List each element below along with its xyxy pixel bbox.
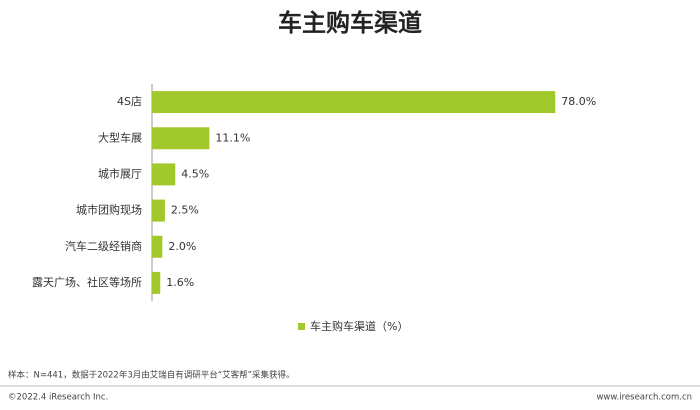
bar [152,235,163,258]
chart-title: 车主购车渠道 [278,9,422,37]
bar [152,91,556,114]
category-label: 露天广场、社区等场所 [32,275,142,289]
value-label: 11.1% [215,131,250,144]
category-label: 4S店 [117,94,142,108]
value-label: 2.5% [171,204,199,217]
footer-left: ©2022.4 iResearch Inc. [8,393,108,403]
value-label: 78.0% [561,95,596,108]
category-label: 城市团购现场 [76,203,142,217]
legend-swatch [298,323,305,330]
footer-right: www.iresearch.com.cn [596,393,692,403]
value-label: 1.6% [166,276,194,289]
note: 样本：N=441，数据于2022年3月由艾瑞自有调研平台“艾客帮”采集获得。 [8,370,295,381]
bar [152,199,165,222]
category-label: 大型车展 [98,130,142,144]
bar [152,127,210,150]
category-label: 城市展厅 [98,166,142,180]
value-label: 4.5% [181,167,209,180]
legend-label: 车主购车渠道（%） [310,319,408,333]
value-label: 2.0% [168,240,196,253]
bar [152,271,161,294]
bar [152,163,176,186]
category-label: 汽车二级经销商 [65,239,142,253]
